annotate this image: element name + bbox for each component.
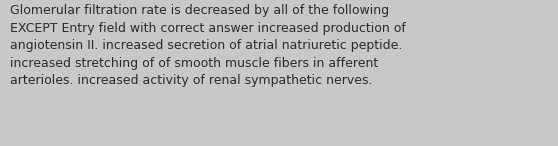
Text: Glomerular filtration rate is decreased by all of the following
EXCEPT Entry fie: Glomerular filtration rate is decreased … <box>10 4 406 87</box>
